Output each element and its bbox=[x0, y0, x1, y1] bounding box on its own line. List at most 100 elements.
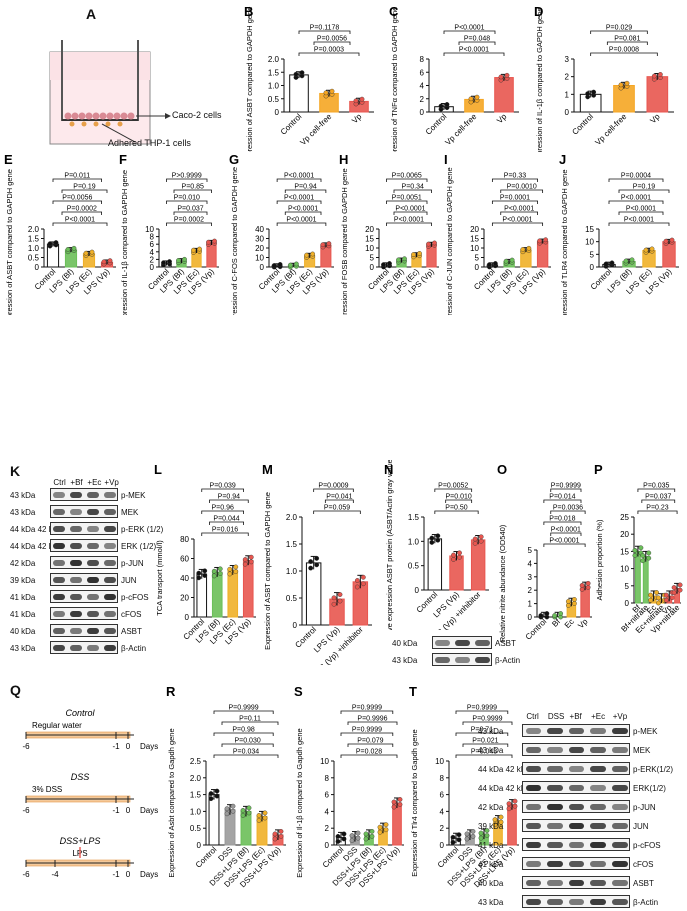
y-tick-label: 0 bbox=[185, 613, 190, 622]
data-point bbox=[391, 799, 397, 805]
data-point bbox=[478, 830, 484, 836]
protein-label: JUN bbox=[121, 576, 137, 585]
significance-bracket bbox=[434, 488, 473, 492]
significance-bracket bbox=[340, 710, 394, 714]
data-point bbox=[478, 835, 484, 841]
data-point bbox=[457, 554, 462, 560]
significance-bracket bbox=[276, 200, 322, 204]
blot-strip bbox=[432, 636, 492, 649]
p-value: P<0.0001 bbox=[624, 217, 654, 224]
protein-label: p-JUN bbox=[633, 803, 656, 812]
y-tick-label: 10 bbox=[365, 244, 374, 253]
data-point bbox=[677, 582, 683, 588]
data-point bbox=[191, 247, 196, 253]
significance-bracket bbox=[608, 222, 670, 226]
data-point bbox=[287, 262, 293, 268]
blot-band bbox=[568, 899, 585, 905]
data-point bbox=[656, 600, 661, 606]
y-tick-label: 4 bbox=[325, 807, 330, 816]
p-value: P=0.85 bbox=[182, 184, 204, 191]
data-point bbox=[248, 559, 254, 565]
data-point bbox=[498, 74, 504, 80]
blot-row: 41 kDa p-cFOS bbox=[478, 838, 683, 854]
significance-bracket bbox=[608, 178, 664, 182]
blot-band bbox=[525, 785, 542, 791]
y-tick-label: 10 bbox=[255, 254, 264, 263]
blot-row: 39 kDa JUN bbox=[478, 819, 683, 835]
blot-band bbox=[104, 509, 117, 515]
y-axis-label: Expression of C-JUN compared to GAPDH ge… bbox=[445, 167, 454, 315]
y-axis-label: Expression of TLR4 compared to GAPDH gen… bbox=[560, 169, 569, 315]
significance-bracket bbox=[213, 710, 274, 714]
p-value: P=0.011 bbox=[64, 173, 90, 180]
panel-label-f: F bbox=[119, 152, 127, 167]
kda-label: 43 kDa bbox=[392, 656, 418, 665]
bar-l-2 bbox=[227, 569, 239, 618]
blot-band bbox=[53, 560, 66, 566]
protein-label: p-cFOS bbox=[633, 841, 661, 850]
significance-bracket bbox=[201, 532, 249, 536]
significance-bracket bbox=[213, 754, 279, 758]
significance-bracket bbox=[201, 488, 244, 492]
data-point bbox=[492, 822, 498, 828]
p-value: P=0.0065 bbox=[392, 173, 422, 180]
blot-strip bbox=[50, 641, 118, 654]
blot-band bbox=[53, 611, 66, 617]
blot-band bbox=[547, 747, 563, 753]
blot-band bbox=[590, 785, 606, 791]
significance-bracket bbox=[324, 499, 354, 503]
bar-d-1 bbox=[613, 85, 635, 113]
data-point bbox=[632, 553, 638, 558]
data-point bbox=[272, 836, 278, 842]
y-tick-label: 0 bbox=[293, 621, 298, 630]
blot-band bbox=[104, 526, 117, 532]
y-tick-label: 1.0 bbox=[286, 567, 298, 576]
blot-strip bbox=[50, 505, 118, 518]
data-point bbox=[640, 553, 646, 558]
data-point bbox=[640, 558, 646, 564]
blot-band bbox=[475, 640, 490, 646]
data-point bbox=[498, 814, 504, 820]
data-point bbox=[329, 88, 335, 94]
bar-l-3 bbox=[242, 559, 254, 618]
data-point bbox=[565, 603, 571, 608]
y-tick-label: 0.5 bbox=[286, 594, 298, 603]
data-point bbox=[299, 70, 305, 76]
data-point bbox=[320, 242, 326, 248]
timeline-title: DSS bbox=[71, 772, 90, 782]
y-axis-label: Expression of TNFα compared to GAPDH gen… bbox=[390, 7, 399, 152]
timeline-unit: Days bbox=[140, 742, 158, 751]
blot-band bbox=[104, 577, 117, 583]
blot-row: 43 kDa MEK bbox=[478, 743, 683, 759]
chart-s: S Expression of Il-1β compared to Gapdh g… bbox=[294, 684, 404, 889]
data-point bbox=[355, 830, 361, 836]
y-tick-label: 5 bbox=[590, 250, 595, 259]
blot-band bbox=[568, 823, 585, 829]
data-point bbox=[451, 557, 456, 562]
y-tick-label: 0 bbox=[475, 263, 480, 272]
data-point bbox=[206, 239, 211, 245]
panel-label-p: P bbox=[594, 462, 603, 477]
blot-band bbox=[590, 880, 606, 886]
p-value: P<0.0001 bbox=[454, 25, 484, 32]
data-point bbox=[538, 613, 544, 618]
p-value: P=0.037 bbox=[177, 206, 203, 213]
p-value: P=0.0056 bbox=[62, 195, 92, 202]
blot-band bbox=[611, 842, 628, 848]
data-point bbox=[648, 597, 653, 603]
data-point bbox=[224, 806, 230, 812]
p-value: P<0.0001 bbox=[549, 538, 579, 545]
significance-bracket bbox=[550, 488, 582, 492]
protein-label: p-ERK(1/2) bbox=[633, 765, 674, 774]
data-point bbox=[167, 259, 172, 265]
blot-band bbox=[568, 842, 585, 848]
y-axis-label: Relative nitrite abundance (OD540) bbox=[498, 524, 507, 642]
p-value: P=0.059 bbox=[324, 505, 350, 512]
significance-bracket bbox=[340, 754, 398, 758]
blot-row: 41 kDa cFOS bbox=[10, 607, 155, 623]
data-point bbox=[331, 601, 337, 607]
p-value: P=0.9999 bbox=[551, 483, 581, 490]
data-point bbox=[211, 573, 217, 579]
data-point bbox=[504, 72, 510, 78]
y-tick-label: 0 bbox=[528, 613, 533, 622]
